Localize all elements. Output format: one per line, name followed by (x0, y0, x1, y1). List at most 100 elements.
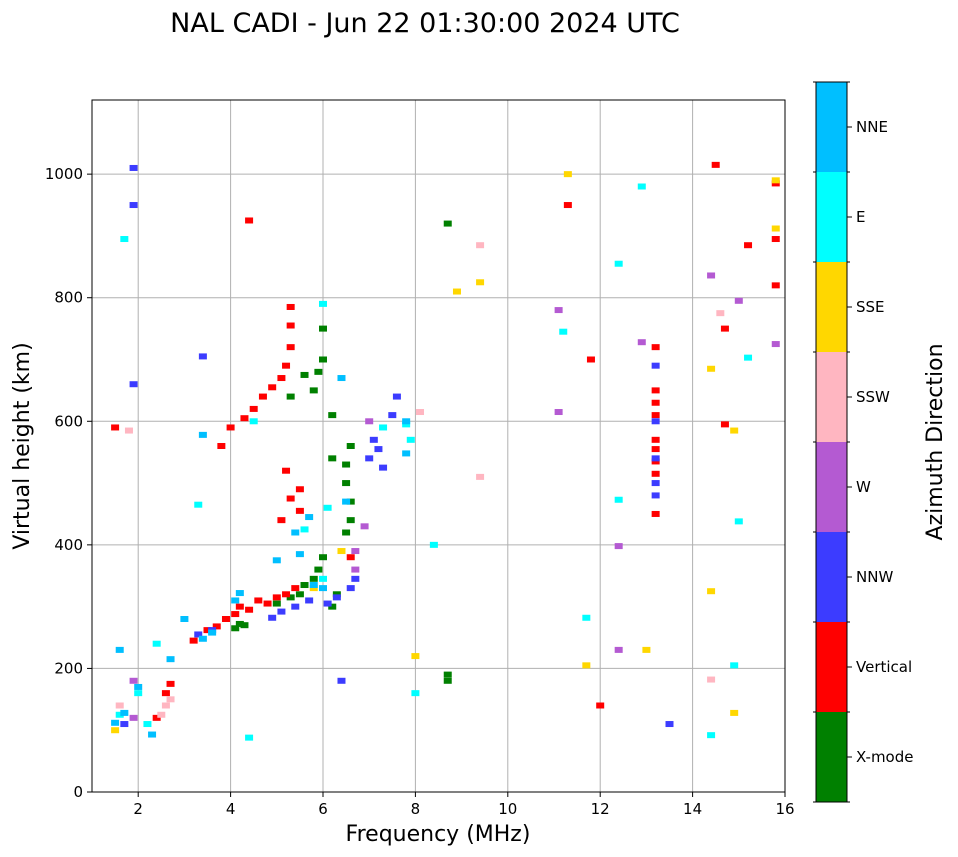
colorbar-frame (815, 81, 848, 803)
data-point-vertical (282, 467, 291, 474)
data-point-x-mode (286, 594, 295, 601)
data-point-nnw (120, 721, 129, 728)
data-point-ssw (157, 711, 166, 718)
y-axis-label: Virtual height (km) (10, 342, 35, 549)
data-point-vertical (235, 603, 244, 610)
data-point-sse (582, 662, 591, 669)
data-point-nnw (337, 677, 346, 684)
data-point-nnw (332, 594, 341, 601)
data-point-vertical (258, 393, 267, 400)
data-point-w (360, 523, 369, 530)
data-point-e (429, 541, 438, 548)
data-point-x-mode (309, 387, 318, 394)
data-point-vertical (245, 606, 254, 613)
data-point-w (614, 646, 623, 653)
data-point-sse (337, 548, 346, 555)
data-point-vertical (277, 375, 286, 382)
data-point-nnw (665, 721, 674, 728)
data-point-sse (771, 177, 780, 184)
data-point-vertical (286, 344, 295, 351)
data-point-vertical (651, 344, 660, 351)
data-point-w (554, 409, 563, 416)
y-tick-label: 800 (54, 289, 83, 307)
data-point-x-mode (286, 393, 295, 400)
data-point-vertical (651, 458, 660, 465)
data-point-vertical (111, 424, 120, 431)
x-tick-label: 8 (411, 800, 421, 818)
x-axis-ticks: 2 4 6 8 10 12 14 16 (133, 792, 795, 818)
data-point-sse (707, 365, 716, 372)
x-tick-label: 12 (591, 800, 610, 818)
data-point-vertical (286, 495, 295, 502)
y-tick-label: 1000 (45, 165, 83, 183)
data-point-x-mode (346, 443, 355, 449)
data-point-x-mode (319, 356, 327, 363)
data-point-nnw (651, 455, 660, 462)
data-point-nnw (346, 585, 355, 592)
data-point-x-mode (272, 600, 281, 607)
data-point-nnw (194, 631, 203, 638)
data-point-nne (208, 629, 217, 636)
data-point-nnw (379, 464, 388, 471)
data-point-nnw (374, 446, 383, 453)
data-point-e (411, 690, 420, 697)
data-point-nne (291, 529, 300, 536)
data-point-x-mode (332, 591, 341, 598)
colorbar-segment (816, 352, 847, 442)
data-point-x-mode (346, 498, 355, 505)
data-point-nnw (291, 603, 300, 610)
data-point-w (351, 548, 360, 555)
data-point-vertical (189, 637, 198, 644)
data-point-nnw (365, 455, 374, 462)
colorbar-tick-label: W (856, 478, 871, 496)
data-point-vertical (217, 443, 226, 449)
data-point-ssw (416, 409, 425, 416)
data-point-vertical (263, 600, 272, 607)
data-point-vertical (771, 180, 780, 187)
data-point-x-mode (235, 620, 244, 627)
data-point-vertical (563, 202, 572, 209)
data-point-nnw (388, 412, 397, 419)
data-point-e (582, 614, 591, 621)
data-point-sse (771, 225, 780, 232)
data-point-sse (730, 427, 739, 434)
data-point-sse (563, 171, 572, 178)
colorbar-tick-label: E (856, 208, 865, 226)
data-point-x-mode (240, 622, 249, 629)
x-tick-label: 2 (133, 800, 143, 818)
data-point-x-mode (328, 603, 337, 610)
colorbar-tick-label: NNW (856, 568, 893, 586)
data-point-vertical (295, 486, 304, 493)
data-point-nnw (392, 393, 401, 400)
data-point-e (637, 183, 646, 190)
x-axis-label: Frequency (MHz) (346, 822, 531, 847)
data-point-vertical (771, 282, 780, 289)
data-point-sse (476, 279, 485, 286)
data-point-e (115, 711, 124, 718)
data-point-nne (272, 557, 281, 564)
data-point-vertical (346, 554, 355, 561)
colorbar-segment (816, 622, 847, 712)
data-point-x-mode (319, 325, 327, 332)
data-point-sse (111, 727, 120, 734)
data-point-sse (309, 585, 318, 592)
data-point-sse (642, 646, 651, 653)
data-point-vertical (651, 446, 660, 453)
data-point-e (319, 575, 327, 582)
colorbar-segment (816, 532, 847, 622)
data-point-vertical (282, 362, 291, 369)
data-point-nne (166, 656, 175, 663)
data-point-nne (134, 683, 143, 690)
data-point-x-mode (300, 582, 309, 589)
data-point-nnw (651, 418, 660, 425)
data-point-w (771, 341, 780, 348)
data-point-nne (319, 585, 327, 592)
data-point-x-mode (295, 591, 304, 598)
data-point-nne (111, 719, 120, 726)
data-point-vertical (596, 702, 605, 709)
data-point-nne (198, 431, 207, 438)
data-point-e (559, 328, 568, 335)
grid-lines (92, 100, 786, 793)
data-point-vertical (586, 356, 595, 363)
